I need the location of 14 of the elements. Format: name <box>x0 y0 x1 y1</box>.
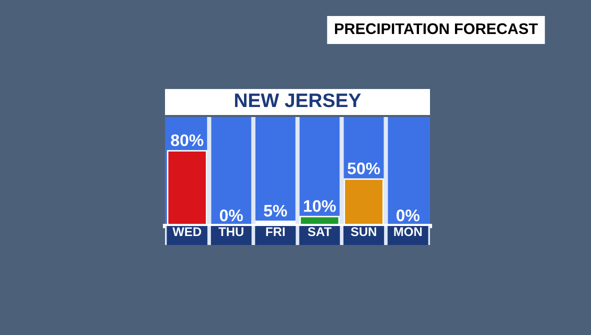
x-tick-label: THU <box>218 227 244 236</box>
data-label: 0% <box>220 210 243 222</box>
data-label: 50% <box>348 162 380 174</box>
x-tick-label: MON <box>394 227 422 236</box>
data-label: 5% <box>264 204 288 217</box>
chart-subtitle: NEW JERSEY <box>235 93 361 108</box>
chart-title: PRECIPITATION FORECAST <box>335 23 538 34</box>
x-tick-label: FRI <box>266 227 285 236</box>
data-label: 10% <box>304 200 336 212</box>
data-label: 0% <box>396 210 420 222</box>
x-tick-label: WED <box>172 227 202 236</box>
data-label: 80% <box>170 134 204 146</box>
x-tick-label: SAT <box>308 227 332 236</box>
x-tick-label: SUN <box>350 227 376 236</box>
